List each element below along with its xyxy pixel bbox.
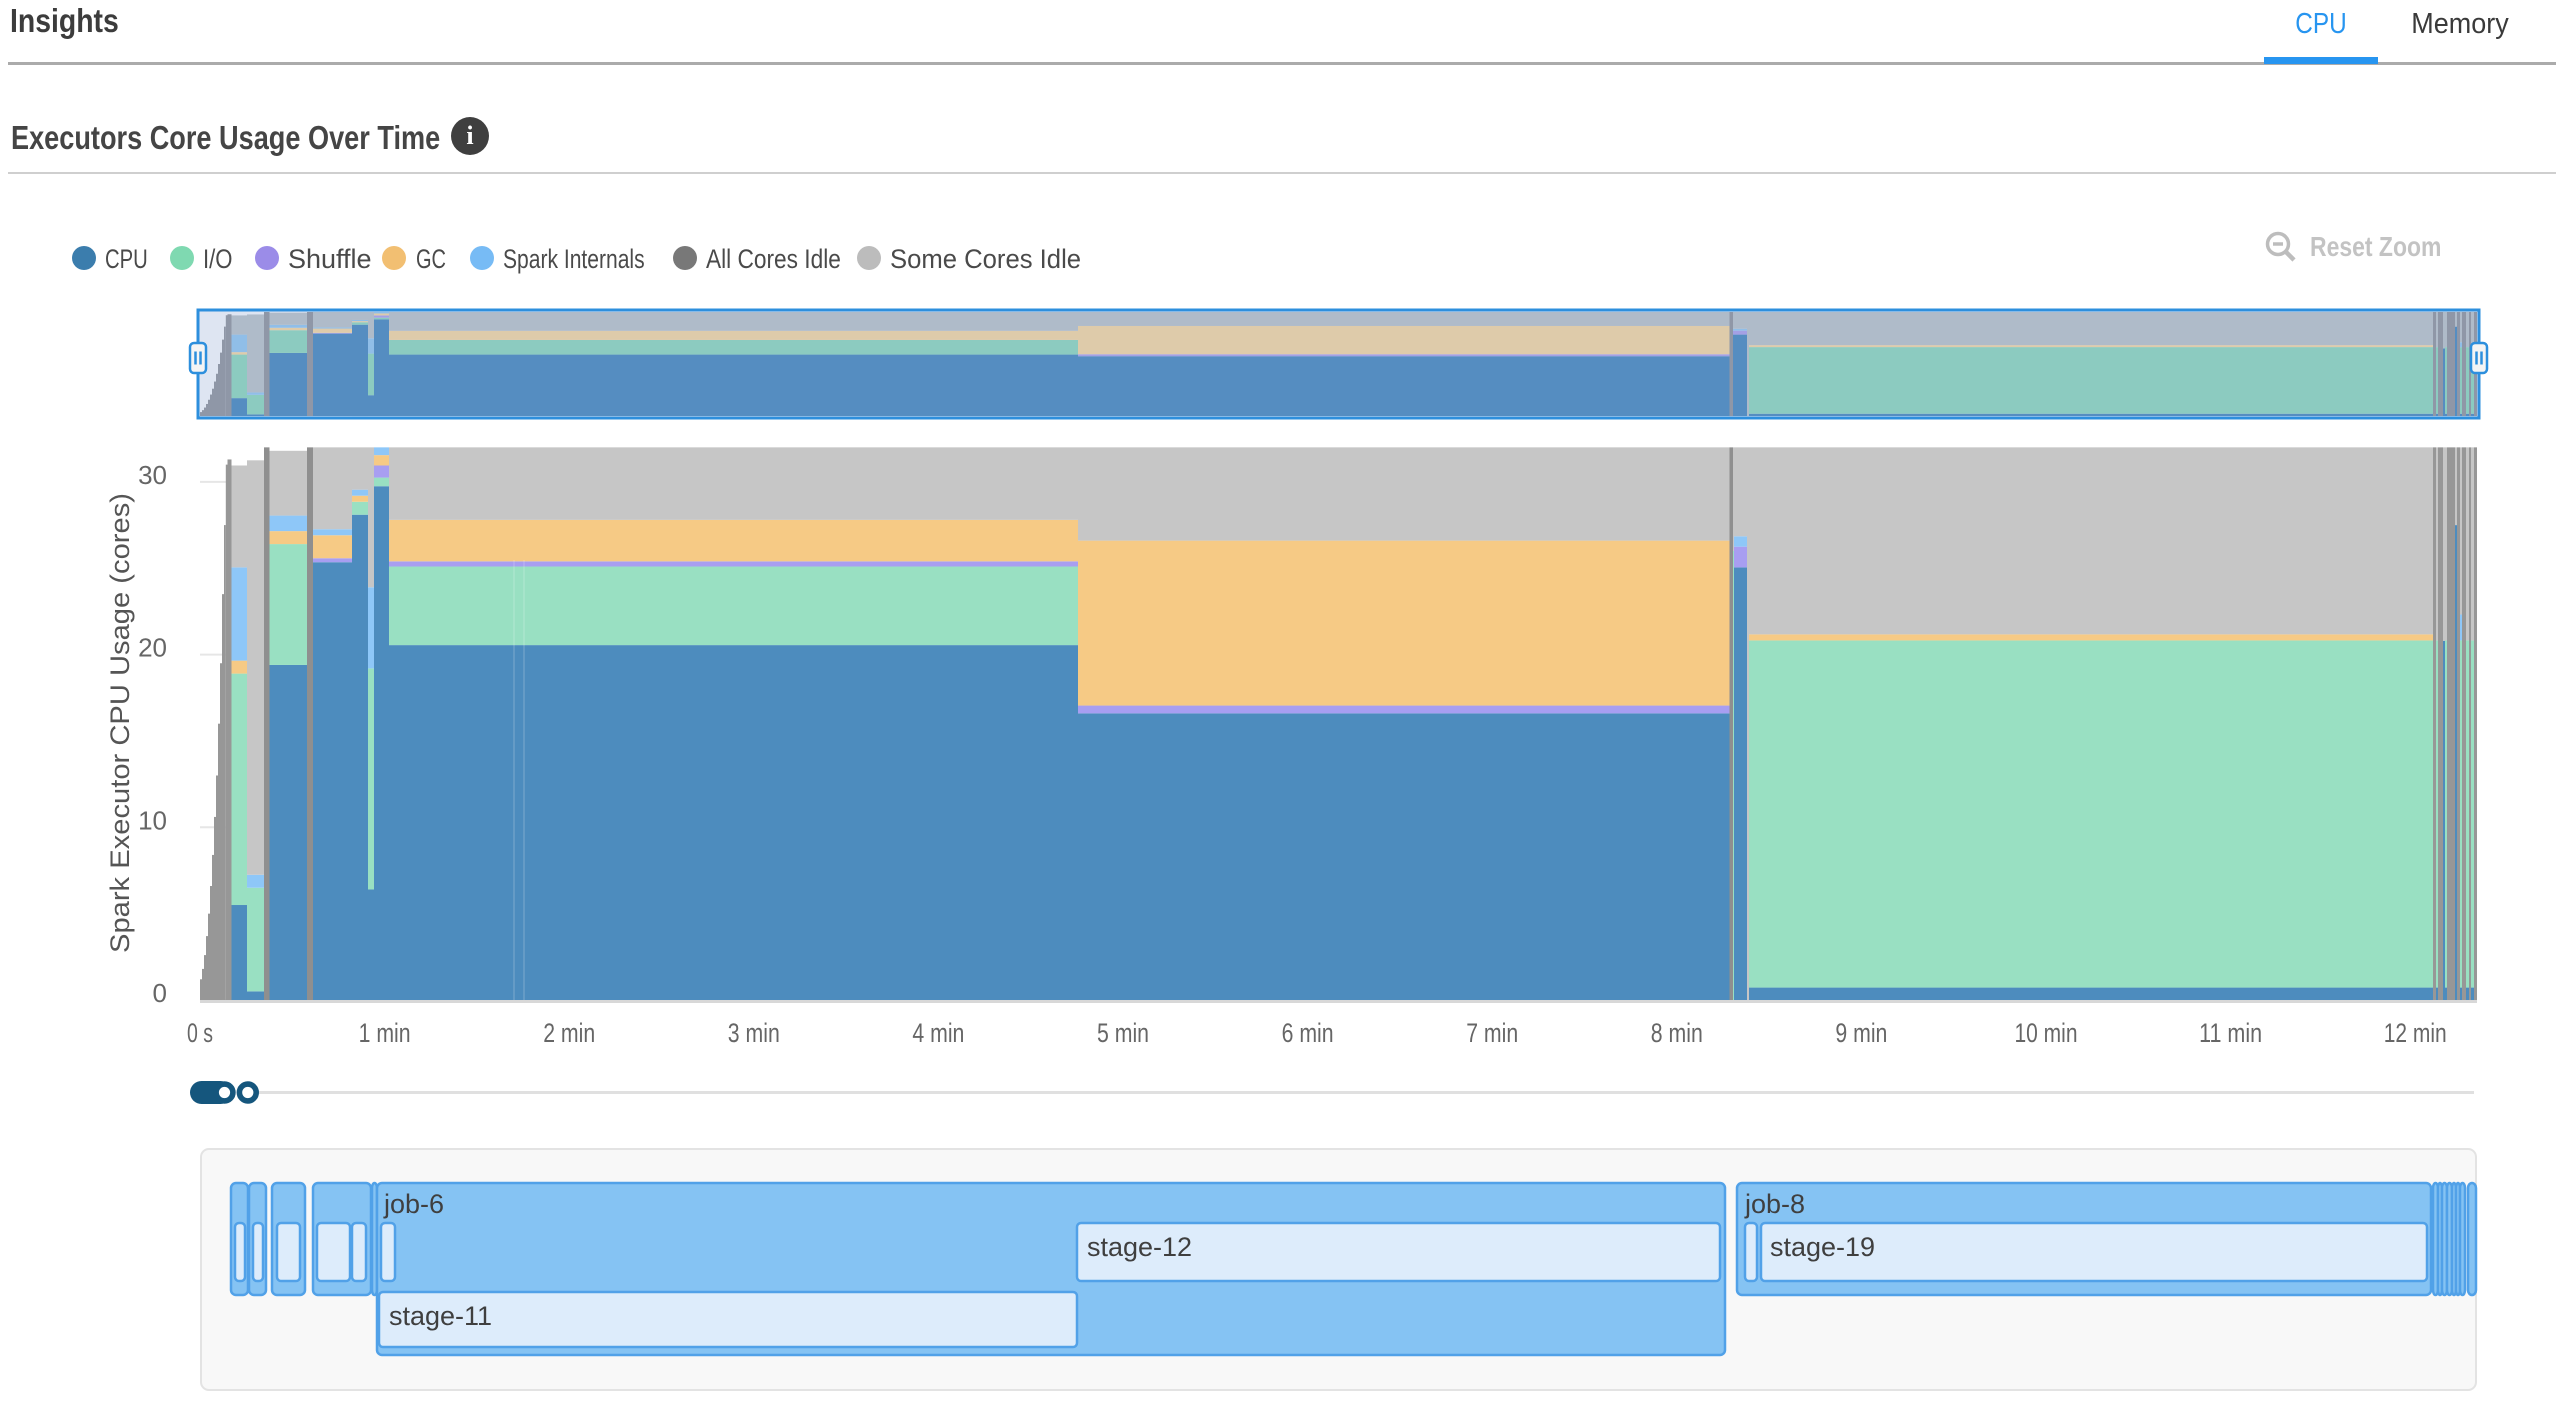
svg-text:11 min: 11 min — [2199, 1018, 2262, 1048]
svg-text:5 min: 5 min — [1097, 1018, 1149, 1048]
svg-text:4 min: 4 min — [912, 1018, 964, 1048]
svg-text:20: 20 — [138, 633, 167, 663]
svg-text:0 s: 0 s — [187, 1018, 213, 1048]
svg-text:8 min: 8 min — [1651, 1018, 1703, 1048]
svg-text:9 min: 9 min — [1835, 1018, 1887, 1048]
svg-text:30: 30 — [138, 460, 167, 490]
svg-text:7 min: 7 min — [1466, 1018, 1518, 1048]
svg-text:Spark Executor CPU Usage (core: Spark Executor CPU Usage (cores) — [105, 493, 135, 953]
svg-text:2 min: 2 min — [543, 1018, 595, 1048]
svg-text:0: 0 — [153, 978, 167, 1008]
svg-text:stage-11: stage-11 — [389, 1301, 492, 1331]
svg-text:6 min: 6 min — [1282, 1018, 1334, 1048]
svg-text:stage-12: stage-12 — [1087, 1232, 1192, 1262]
svg-text:10: 10 — [138, 805, 167, 835]
svg-text:1 min: 1 min — [359, 1018, 411, 1048]
svg-text:10 min: 10 min — [2015, 1018, 2078, 1048]
svg-text:job-8: job-8 — [1744, 1189, 1805, 1219]
svg-text:stage-19: stage-19 — [1770, 1232, 1875, 1262]
svg-text:12 min: 12 min — [2384, 1018, 2447, 1048]
svg-text:job-6: job-6 — [383, 1189, 444, 1219]
svg-text:3 min: 3 min — [728, 1018, 780, 1048]
